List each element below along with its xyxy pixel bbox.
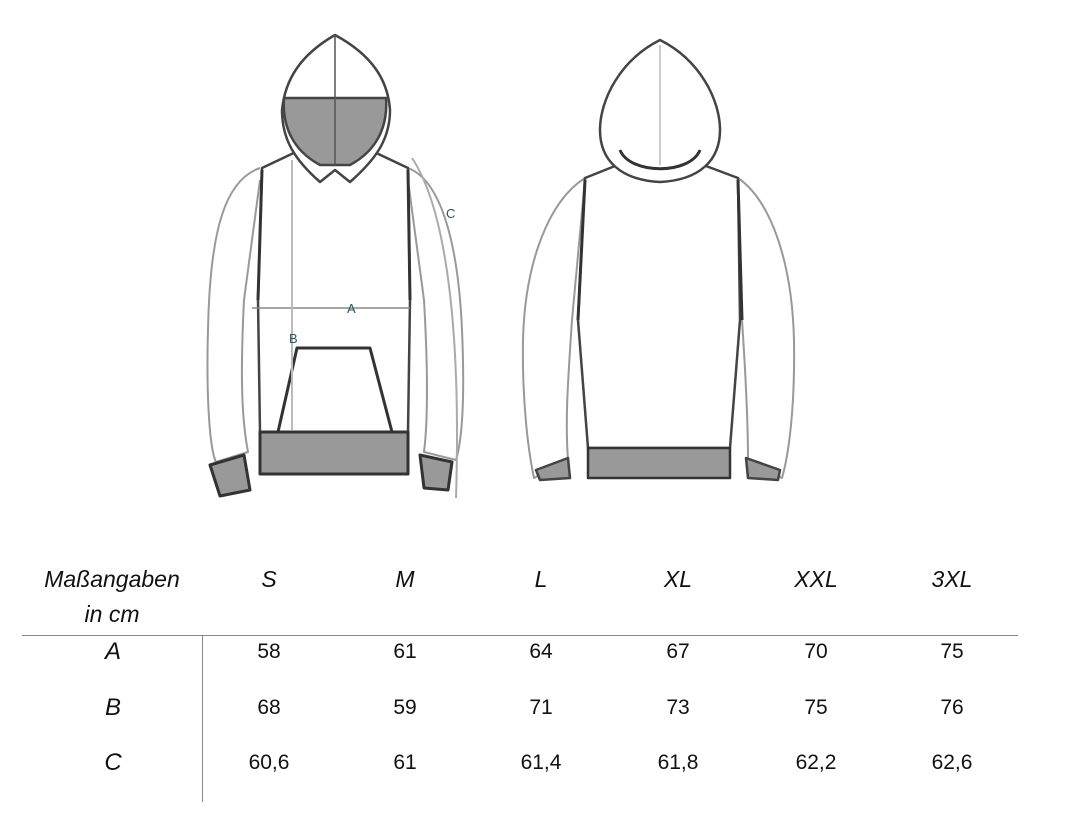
table-cell: 61 [393,751,417,774]
label-b: B [289,331,298,346]
hoodie-back [521,38,796,482]
table-cell: 75 [804,696,828,719]
table-cell: 68 [257,696,281,719]
row-label: A [104,638,122,665]
header-divider [22,635,1018,636]
size-header-l: L [534,566,548,592]
label-a: A [347,301,356,316]
table-cell: 61 [393,640,417,663]
table-cell: 61,8 [657,751,699,774]
size-header-xl: XL [663,566,693,592]
table-cell: 62,2 [795,751,837,774]
table-cell: 70 [804,640,828,663]
table-cell: 60,6 [248,751,290,774]
size-header-s: S [261,566,277,592]
column-divider [202,635,203,802]
table-cell: 61,4 [520,751,562,774]
table-cell: 71 [529,696,553,719]
row-label: B [104,694,122,721]
hoodie-front [206,33,465,499]
size-header-3xl: 3XL [931,566,973,592]
header-label-line2: in cm [84,601,140,627]
table-cell: 67 [666,640,690,663]
table-cell: 73 [666,696,690,719]
table-cell: 64 [529,640,553,663]
row-label: C [104,749,122,776]
header-label-line1: Maßangaben [44,566,180,592]
label-c: C [446,206,455,221]
table-cell: 75 [940,640,964,663]
table-cell: 76 [940,696,964,719]
hoodie-measurement-diagram: A B C [206,33,796,499]
table-cell: 59 [393,696,417,719]
table-cell: 62,6 [931,751,973,774]
size-header-xxl: XXL [794,566,838,592]
table-cell: 58 [257,640,281,663]
size-header-m: M [395,566,415,592]
